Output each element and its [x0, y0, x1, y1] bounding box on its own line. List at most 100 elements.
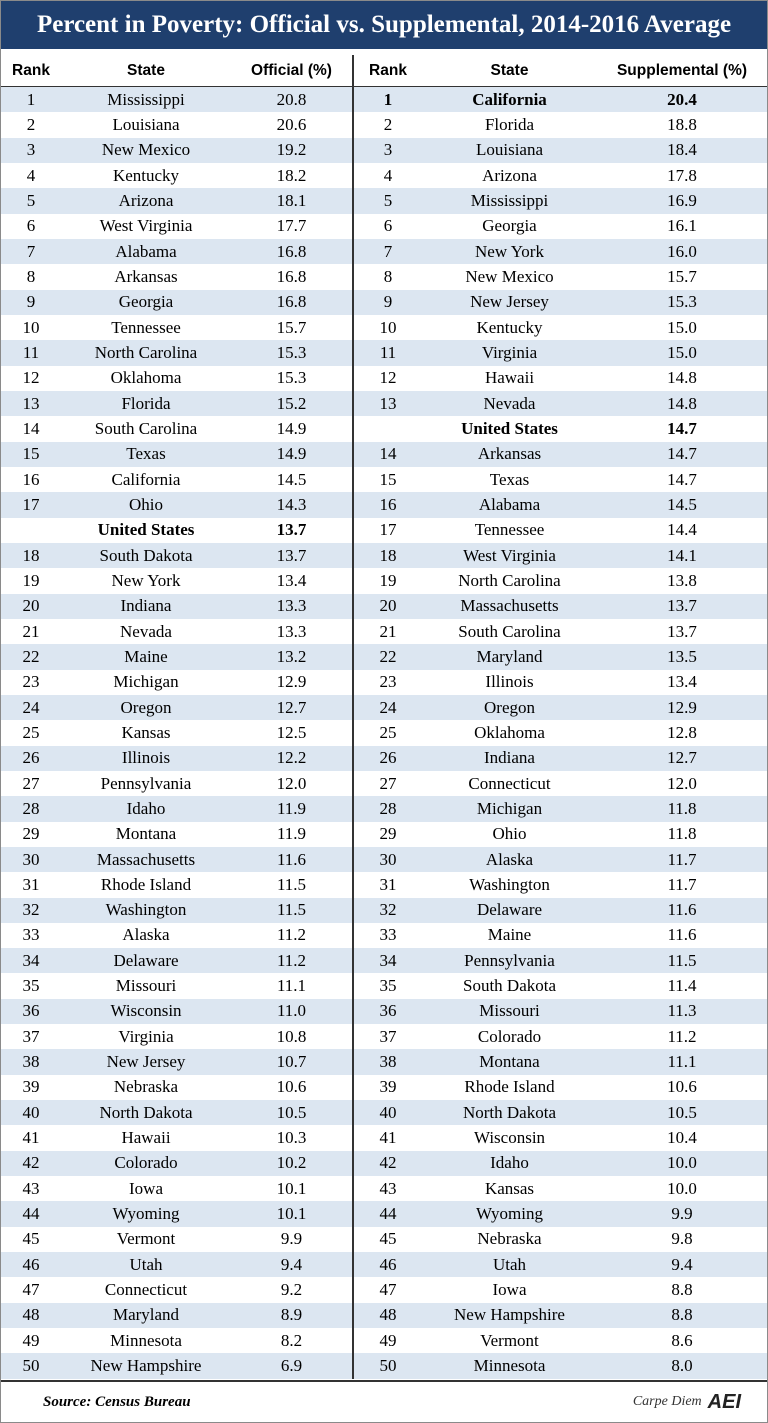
table-cell: 8 — [26, 266, 36, 286]
header-row: Rank State Supplemental (%) — [354, 55, 767, 87]
table-row: 46 Utah 9.4 — [1, 1252, 352, 1278]
table-cell: Indiana — [120, 596, 172, 616]
table-cell: 14.7 — [667, 469, 697, 489]
table-cell: Arizona — [118, 190, 174, 210]
table-cell: 12 — [22, 368, 40, 388]
table-cell: Montana — [115, 824, 177, 844]
table-row: 6 West Virginia 17.7 — [1, 214, 352, 239]
table-cell: 11.8 — [667, 798, 697, 818]
table-cell: 15.7 — [667, 266, 697, 286]
header-row: Rank State Official (%) — [1, 55, 352, 87]
table-cell: 46 — [22, 1254, 40, 1274]
table-cell: 25 — [22, 722, 40, 742]
table-cell: 11 — [379, 342, 397, 362]
table-cell: 4 — [383, 165, 393, 185]
table-row: 8 Arkansas 16.8 — [1, 264, 352, 289]
table-row: 10 Kentucky 15.0 — [354, 315, 767, 340]
table-cell: 13 — [22, 393, 40, 413]
table-cell: 10.4 — [667, 1128, 697, 1148]
table-cell: 33 — [379, 925, 397, 945]
table-cell: 18.4 — [667, 140, 697, 160]
table-cell: 14 — [22, 418, 40, 438]
table-cell: 34 — [22, 950, 40, 970]
table-row: 32 Washington 11.5 — [1, 897, 352, 923]
table-cell: 15 — [22, 444, 40, 464]
table-cell: Maine — [487, 925, 532, 945]
table-row: 47 Connecticut 9.2 — [1, 1277, 352, 1302]
table-row: 18 West Virginia 14.1 — [354, 542, 767, 569]
table-row: 44 Wyoming 10.1 — [1, 1201, 352, 1227]
table-cell: United States — [97, 520, 195, 540]
table-cell: Colorado — [114, 1153, 178, 1173]
table-cell: 14.8 — [667, 368, 697, 388]
table-row: 39 Rhode Island 10.6 — [354, 1075, 767, 1100]
table-cell: 24 — [379, 697, 397, 717]
table-cell: 15.2 — [276, 393, 307, 413]
table-cell: 3 — [26, 140, 36, 160]
table-cell: 1 — [383, 89, 393, 109]
supplemental-table: Rank State Supplemental (%) 1 California 20.4… — [354, 55, 767, 1379]
table-cell: Georgia — [118, 292, 174, 312]
table-cell: 49 — [379, 1330, 397, 1350]
table-cell: South Dakota — [99, 545, 193, 565]
table-cell: Arkansas — [114, 266, 178, 286]
table-cell: 13.7 — [667, 596, 697, 616]
table-cell: Minnesota — [110, 1330, 182, 1350]
table-cell: 38 — [22, 1052, 40, 1072]
table-row: 11 Virginia 15.0 — [354, 340, 767, 366]
table-row: 30 Massachusetts 11.6 — [1, 846, 352, 873]
table-cell: 16.9 — [667, 190, 697, 210]
table-cell: Oklahoma — [474, 722, 545, 742]
table-row: 22 Maine 13.2 — [1, 644, 352, 670]
table-cell: 14.7 — [667, 444, 697, 464]
table-cell: Arkansas — [477, 444, 542, 464]
table-cell: 13.7 — [276, 520, 307, 540]
table-cell: 13.7 — [276, 545, 307, 565]
table-cell: Tennessee — [111, 317, 181, 337]
table-cell: 12 — [379, 368, 397, 388]
table-cell: North Dakota — [462, 1102, 556, 1122]
table-cell: 13.4 — [667, 672, 697, 692]
table-cell: 8.9 — [280, 1305, 303, 1325]
table-cell: Missouri — [115, 976, 177, 996]
table-cell: Illinois — [485, 672, 534, 692]
table-row: 2 Louisiana 20.6 — [1, 112, 352, 137]
table-cell: 50 — [22, 1356, 40, 1376]
table-cell: 16.8 — [276, 292, 307, 312]
table-cell: 10.1 — [276, 1178, 307, 1198]
table-row: United States 14.7 — [354, 416, 767, 441]
table-cell: 33 — [22, 925, 40, 945]
table-row: 10 Tennessee 15.7 — [1, 315, 352, 340]
table-row: 34 Delaware 11.2 — [1, 948, 352, 974]
table-cell: 9.4 — [671, 1254, 693, 1274]
table-cell: 15.7 — [276, 317, 307, 337]
table-cell: 11.2 — [276, 925, 307, 945]
table-cell: Missouri — [479, 1001, 540, 1021]
table-cell: 50 — [379, 1356, 397, 1376]
table-cell: 14.9 — [276, 418, 307, 438]
table-row: 39 Nebraska 10.6 — [1, 1075, 352, 1100]
table-cell: Oklahoma — [110, 368, 182, 388]
table-cell: 32 — [22, 900, 40, 920]
table-cell: Mississippi — [470, 190, 549, 210]
table-cell: 32 — [379, 900, 397, 920]
table-row: 26 Indiana 12.7 — [354, 745, 767, 771]
table-row: 30 Alaska 11.7 — [354, 846, 767, 873]
table-cell: 21 — [379, 621, 397, 641]
table-cell: 16.1 — [667, 216, 697, 236]
table-row: 42 Idaho 10.0 — [354, 1150, 767, 1177]
table-cell: 12.2 — [276, 748, 307, 768]
table-row: 49 Minnesota 8.2 — [1, 1328, 352, 1353]
table-cell: 20.4 — [667, 89, 697, 109]
table-cell: 5 — [26, 190, 36, 210]
table-cell: 15.3 — [276, 368, 307, 388]
table-cell: 37 — [22, 1026, 40, 1046]
table-cell: Louisiana — [112, 114, 180, 134]
table-cell: 11.8 — [667, 824, 697, 844]
table-row: 9 New Jersey 15.3 — [354, 289, 767, 315]
table-cell: North Carolina — [458, 570, 561, 590]
table-cell: Connecticut — [104, 1280, 188, 1300]
table-cell: North Dakota — [99, 1102, 193, 1122]
table-row: 31 Washington 11.7 — [354, 872, 767, 897]
table-cell: 12.9 — [276, 672, 307, 692]
